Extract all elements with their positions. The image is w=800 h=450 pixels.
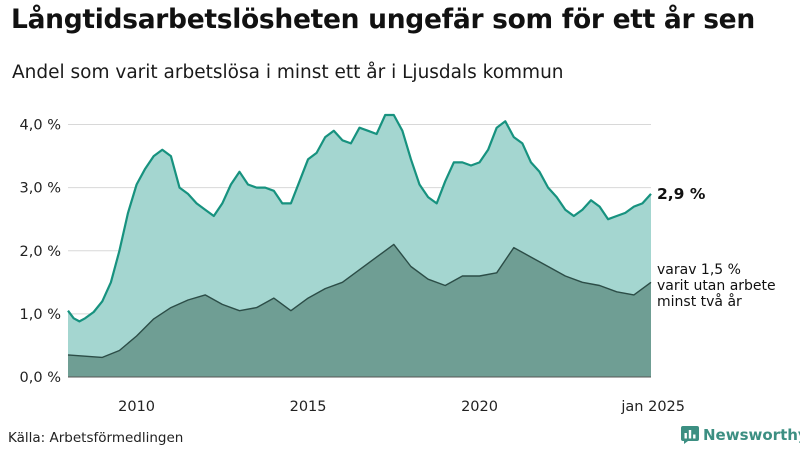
longterm-line: [67, 243, 652, 359]
longterm-end-label-line: varav 1,5 %: [657, 262, 741, 278]
y-tick-label: 4,0 %: [20, 118, 61, 134]
total-end-label: 2,9 %: [657, 185, 706, 203]
y-tick-label: 0,0 %: [20, 370, 61, 386]
chart-subtitle: Andel som varit arbetslösa i minst ett å…: [12, 62, 564, 83]
y-tick-label: 1,0 %: [20, 307, 61, 323]
x-tick-label: jan 2025: [620, 399, 685, 415]
x-tick-label: 2020: [461, 399, 498, 415]
total-line: [67, 113, 652, 323]
chart-areas: [67, 113, 652, 377]
x-tick-label: 2015: [290, 399, 327, 415]
axis-labels: 0,0 % 1,0 % 2,0 % 3,0 % 4,0 % 2010 2015 2020 jan…: [20, 118, 685, 416]
brand-name: Newsworthy: [703, 426, 800, 444]
newsworthy-logo-icon: [681, 426, 699, 444]
longterm-end-label-line: minst två år: [657, 293, 742, 310]
x-tick-label: 2010: [118, 399, 155, 415]
longterm-end-label-line: varit utan arbete: [657, 278, 776, 294]
brand-logo: Newsworthy: [681, 426, 800, 444]
chart-title: Långtidsarbetslösheten ungefär som för e…: [11, 4, 755, 35]
y-tick-label: 3,0 %: [20, 181, 61, 197]
y-tick-label: 2,0 %: [20, 244, 61, 260]
source-note: Källa: Arbetsförmedlingen: [8, 430, 184, 446]
longterm-area: [68, 244, 651, 377]
